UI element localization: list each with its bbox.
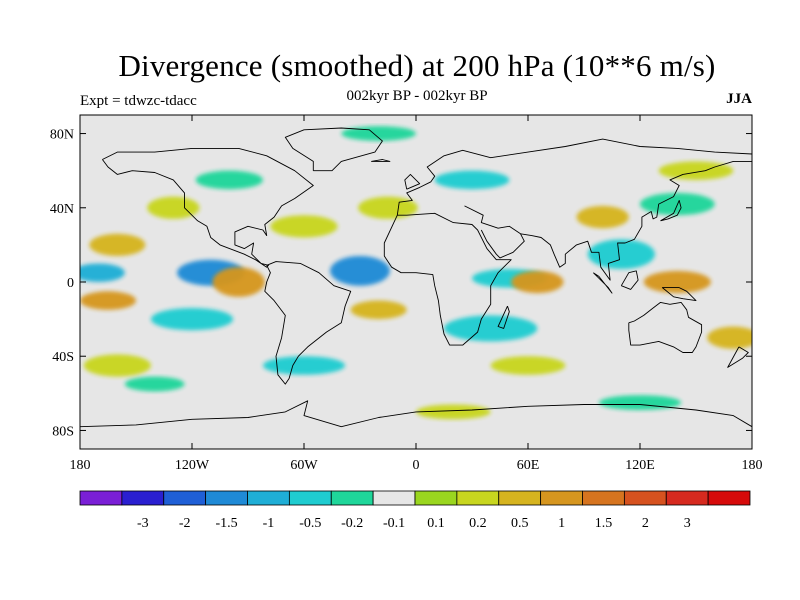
colorbar-swatch-4 xyxy=(247,490,290,506)
field-blob-7 xyxy=(195,170,263,190)
field-blob-24 xyxy=(83,354,151,377)
field-blob-8 xyxy=(434,170,510,190)
colorbar-swatch-14 xyxy=(665,490,709,506)
field-blob-11 xyxy=(341,126,416,141)
colorbar-swatch-7 xyxy=(372,490,416,506)
lon-tick-label-1: 120W xyxy=(175,458,210,473)
plot-title: Divergence (smoothed) at 200 hPa (10**6 … xyxy=(118,48,716,83)
coastline-6 xyxy=(628,301,703,353)
colorbar-label-9: 0.5 xyxy=(511,516,529,531)
lon-tick-label-0: 180 xyxy=(70,458,91,473)
field-blob-18 xyxy=(80,291,136,310)
colorbar-label-5: -0.2 xyxy=(341,516,363,531)
colorbar-swatch-8 xyxy=(414,490,458,506)
field-blob-27 xyxy=(416,404,491,420)
coastline-11 xyxy=(620,270,639,290)
field-blob-2 xyxy=(330,256,390,286)
coastline-5 xyxy=(520,160,752,281)
field-blob-26 xyxy=(707,326,752,349)
coastline-9 xyxy=(404,173,421,190)
lat-tick-label-2: 0 xyxy=(67,276,74,291)
colorbar-swatch-9 xyxy=(456,490,500,506)
experiment-label: Expt = tdwzc-tdacc xyxy=(80,93,197,109)
colorbar-swatch-0 xyxy=(79,490,123,506)
colorbar-swatch-3 xyxy=(205,490,248,506)
field-blob-16 xyxy=(511,270,564,294)
lon-tick-label-4: 60E xyxy=(517,458,540,473)
divergence-field xyxy=(80,126,752,420)
colorbar-swatch-13 xyxy=(623,490,667,506)
coastline-16 xyxy=(660,199,682,222)
colorbar-label-3: -1 xyxy=(263,516,275,531)
colorbar-label-13: 3 xyxy=(684,516,691,531)
map-axes: 80N 40N 0 40S 80S 180 120W 60W 0 60E 120E 180 xyxy=(50,115,763,473)
field-blob-28 xyxy=(270,215,338,238)
coastline-2 xyxy=(383,212,512,346)
colorbar-label-4: -0.5 xyxy=(299,516,321,531)
coastline-12 xyxy=(661,287,697,302)
colorbar-swatch-11 xyxy=(540,490,583,506)
colorbar-label-1: -2 xyxy=(179,516,191,531)
colorbar-swatch-15 xyxy=(707,490,751,506)
lat-tick-label-3: 40S xyxy=(52,350,74,365)
field-blob-4 xyxy=(587,239,655,270)
field-blob-19 xyxy=(350,300,407,320)
field-blob-0 xyxy=(80,263,125,282)
lat-tick-label-0: 80N xyxy=(50,128,74,143)
field-blob-23 xyxy=(576,205,629,229)
coastlines xyxy=(80,127,752,428)
field-blob-6 xyxy=(444,315,538,342)
colorbar-swatch-1 xyxy=(121,490,165,506)
field-blob-12 xyxy=(598,395,682,411)
lon-tick-label-2: 60W xyxy=(290,458,318,473)
colorbar-label-7: 0.1 xyxy=(427,516,445,531)
field-blob-21 xyxy=(658,161,734,180)
colorbar-swatch-5 xyxy=(288,490,332,506)
colorbar-label-8: 0.2 xyxy=(469,516,487,531)
lon-tick-label-5: 120E xyxy=(625,458,655,473)
lat-tick-label-4: 80S xyxy=(52,424,74,439)
lon-tick-label-3: 0 xyxy=(413,458,420,473)
colorbar-label-6: -0.1 xyxy=(383,516,405,531)
colorbar-label-10: 1 xyxy=(558,516,565,531)
coastline-7 xyxy=(80,400,752,428)
field-blob-5 xyxy=(150,307,234,331)
colorbar-label-2: -1.5 xyxy=(215,516,237,531)
field-blob-20 xyxy=(147,196,200,219)
plot-subtitle: 002kyr BP - 002kyr BP xyxy=(346,88,488,104)
coastline-4 xyxy=(464,205,525,259)
field-blob-15 xyxy=(212,267,265,297)
coastline-3 xyxy=(396,138,752,216)
coastline-14 xyxy=(371,159,391,162)
season-label: JJA xyxy=(726,91,752,107)
colorbar-label-12: 2 xyxy=(642,516,649,531)
field-blob-25 xyxy=(490,356,566,375)
coastline-10 xyxy=(592,272,613,294)
field-blob-10 xyxy=(262,356,346,375)
field-blob-17 xyxy=(643,270,711,294)
colorbar-swatch-12 xyxy=(582,490,625,506)
colorbar-swatch-10 xyxy=(498,490,542,506)
coastline-8 xyxy=(284,127,383,172)
colorbar: -3 -2 -1.5 -1 -0.5 -0.2 -0.1 0.1 0.2 0.5 1 1.5 2 3 xyxy=(79,490,751,531)
coastline-0 xyxy=(102,147,314,268)
colorbar-label-0: -3 xyxy=(137,516,149,531)
colorbar-swatch-6 xyxy=(330,490,374,506)
lat-tick-label-1: 40N xyxy=(50,202,74,217)
colorbar-label-11: 1.5 xyxy=(595,516,613,531)
coastline-13 xyxy=(727,346,749,368)
field-blob-22 xyxy=(358,196,418,219)
field-blob-13 xyxy=(124,376,185,392)
field-blob-14 xyxy=(89,233,146,257)
lon-tick-label-6: 180 xyxy=(742,458,763,473)
coastline-1 xyxy=(264,261,352,385)
colorbar-swatch-2 xyxy=(163,490,207,506)
coastline-15 xyxy=(497,305,510,329)
